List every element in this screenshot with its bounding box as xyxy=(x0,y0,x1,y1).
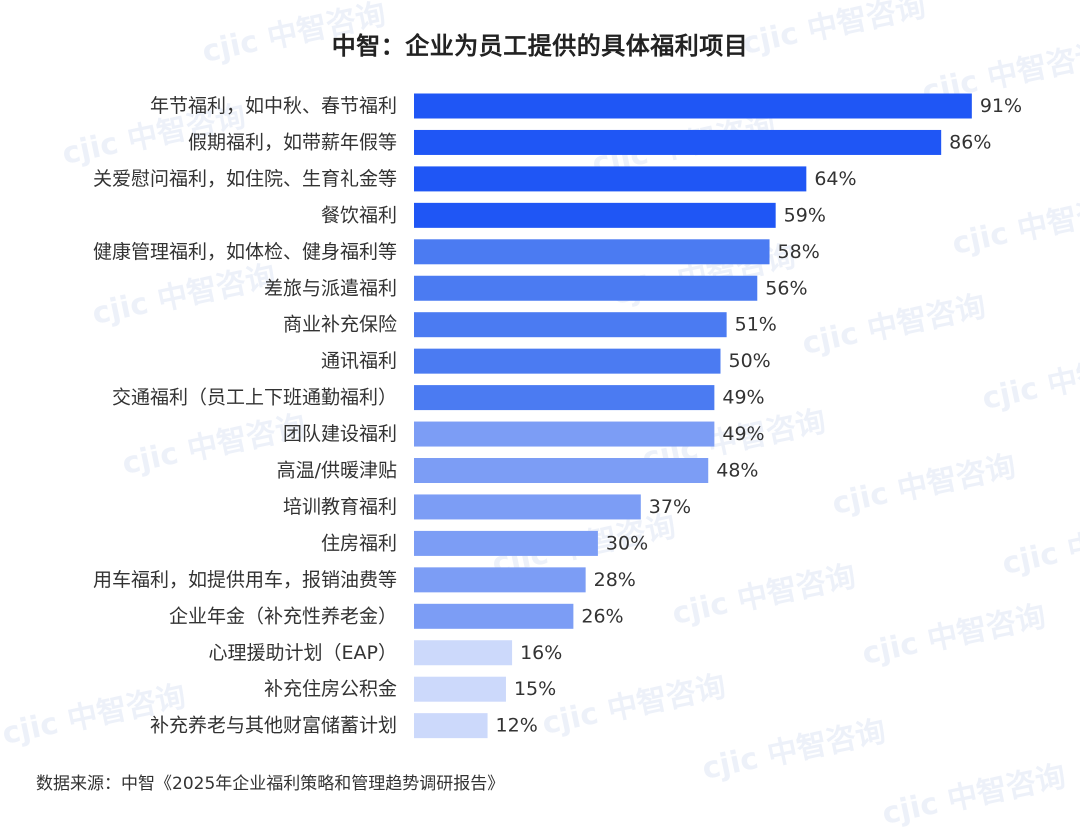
source-note: 数据来源：中智《2025年企业福利策略和管理趋势调研报告》 xyxy=(36,774,505,794)
category-label: 关爱慰问福利，如住院、生育礼金等 xyxy=(93,168,397,190)
category-label: 心理援助计划（EAP） xyxy=(209,642,397,664)
value-label: 48% xyxy=(716,460,758,482)
value-label: 16% xyxy=(520,642,562,664)
bar xyxy=(414,385,715,411)
bar xyxy=(414,713,488,739)
bar xyxy=(414,202,776,228)
bar xyxy=(414,567,586,593)
bars-layer: 年节福利，如中秋、春节福利 91% 假期福利，如带薪年假等 86% 关爱慰问福利，如住院… xyxy=(93,93,1022,739)
bar xyxy=(414,239,770,265)
category-label: 假期福利，如带薪年假等 xyxy=(188,131,397,153)
value-label: 49% xyxy=(722,387,764,409)
value-label: 91% xyxy=(980,95,1022,117)
category-label: 企业年金（补充性养老金） xyxy=(169,605,397,627)
value-label: 49% xyxy=(722,423,764,445)
value-label: 64% xyxy=(814,168,856,190)
bar xyxy=(414,603,574,629)
bar xyxy=(414,530,598,556)
value-label: 56% xyxy=(765,277,807,299)
category-label: 通讯福利 xyxy=(321,350,397,372)
value-label: 58% xyxy=(778,241,820,263)
bar xyxy=(414,421,715,447)
category-label: 年节福利，如中秋、春节福利 xyxy=(150,95,397,117)
bar xyxy=(414,676,506,702)
category-label: 用车福利，如提供用车，报销油费等 xyxy=(93,569,397,591)
category-label: 住房福利 xyxy=(321,532,397,554)
category-label: 培训教育福利 xyxy=(283,496,397,518)
value-label: 51% xyxy=(735,314,777,336)
category-label: 商业补充保险 xyxy=(283,314,397,336)
bar xyxy=(414,275,758,301)
value-label: 30% xyxy=(606,532,648,554)
category-label: 餐饮福利 xyxy=(321,204,397,226)
category-label: 高温/供暖津贴 xyxy=(277,460,397,482)
value-label: 37% xyxy=(649,496,691,518)
chart-title: 中智：企业为员工提供的具体福利项目 xyxy=(331,32,749,60)
value-label: 15% xyxy=(514,678,556,700)
bar xyxy=(414,640,513,666)
category-label: 团队建设福利 xyxy=(283,423,397,445)
category-label: 健康管理福利，如体检、健身福利等 xyxy=(93,241,397,263)
value-label: 26% xyxy=(581,605,623,627)
category-label: 交通福利（员工上下班通勤福利） xyxy=(112,387,397,409)
bar xyxy=(414,348,721,374)
value-label: 59% xyxy=(784,204,826,226)
category-label: 补充养老与其他财富储蓄计划 xyxy=(150,715,397,737)
value-label: 50% xyxy=(729,350,771,372)
bar xyxy=(414,494,641,520)
bar xyxy=(414,312,727,338)
bar xyxy=(414,458,709,483)
value-label: 28% xyxy=(594,569,636,591)
bar xyxy=(414,93,972,119)
bar xyxy=(414,166,807,192)
bar xyxy=(414,129,942,155)
category-label: 差旅与派遣福利 xyxy=(264,277,397,299)
value-label: 86% xyxy=(949,131,991,153)
category-label: 补充住房公积金 xyxy=(264,678,397,700)
value-label: 12% xyxy=(496,715,538,737)
